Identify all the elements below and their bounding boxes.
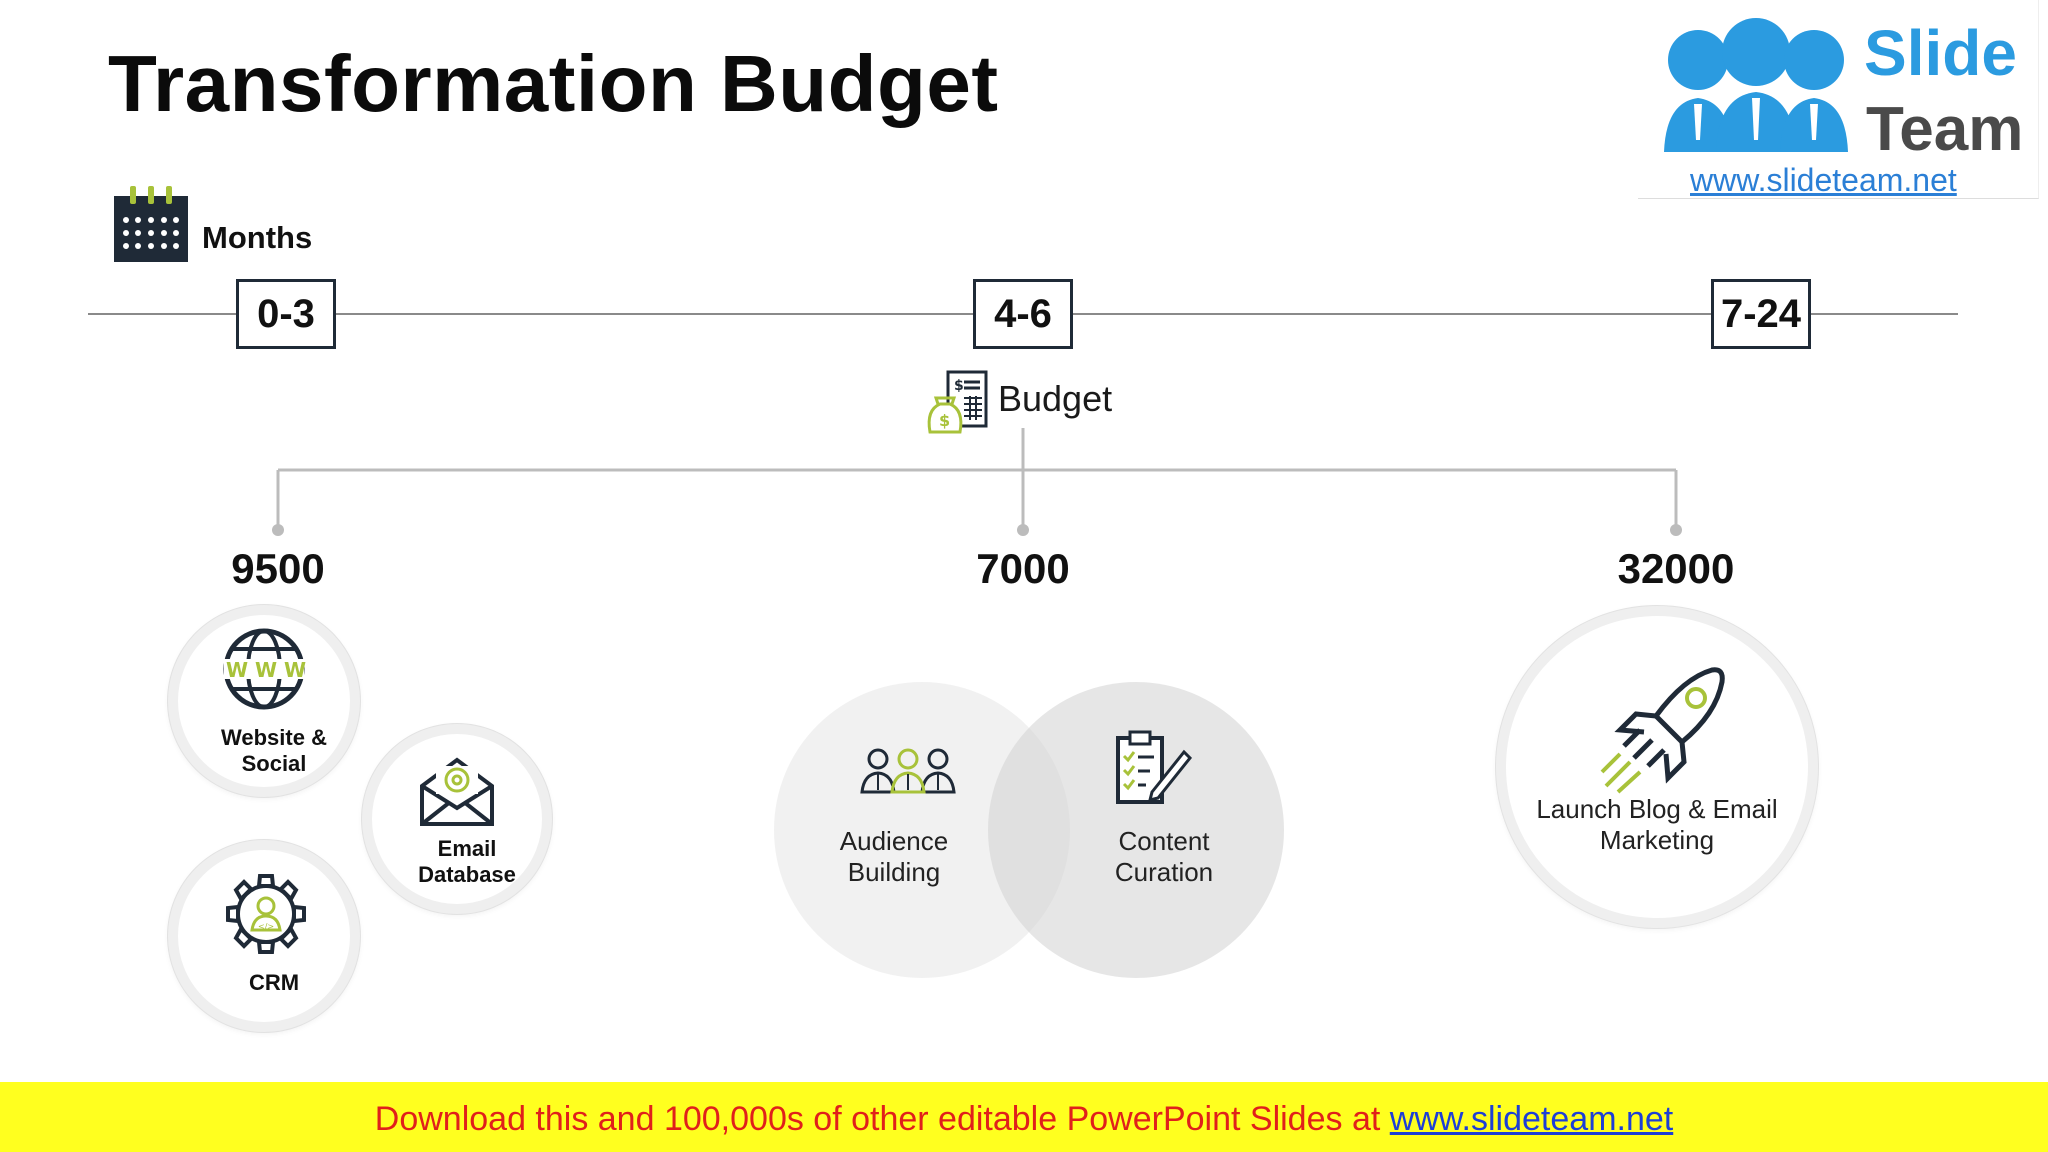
months-label: Months — [202, 220, 313, 255]
calendar-icon — [114, 186, 188, 262]
budget-document-icon: $ $ — [927, 370, 988, 434]
page-title: Transformation Budget — [108, 39, 999, 128]
footer-link[interactable]: www.slideteam.net — [1389, 1100, 1674, 1138]
logo-word-team: Team — [1866, 95, 2024, 164]
amount-phase-3: 32000 — [1617, 545, 1735, 592]
launch-blog-circle: Launch Blog & Email Marketing — [1496, 606, 1818, 928]
svg-text:</>: </> — [258, 922, 274, 931]
period-box-4-6: 4-6 — [973, 279, 1073, 349]
audience-building-label: Audience Building — [839, 826, 949, 887]
crm-gear-icon: </> — [226, 874, 306, 954]
rocket-icon — [1600, 667, 1725, 794]
period-box-0-3: 0-3 — [236, 279, 336, 349]
crm-circle: </> CRM — [168, 840, 360, 1032]
website-social-circle: W W W Website & Social — [168, 605, 360, 797]
email-database-label: Email Database — [418, 836, 516, 887]
amount-phase-2: 7000 — [976, 545, 1070, 592]
footer-text: Download this and 100,000s of other edit… — [0, 1100, 2048, 1139]
budget-label: Budget — [998, 378, 1113, 419]
clipboard-checklist-icon — [1116, 730, 1193, 804]
content-curation-label: Content Curation — [1114, 826, 1214, 887]
amount-phase-1: 9500 — [231, 545, 325, 592]
footer-message: Download this and 100,000s of other edit… — [374, 1100, 1390, 1138]
logo-word-slide: Slide — [1864, 17, 2017, 89]
svg-text:$: $ — [954, 378, 964, 394]
svg-text:$: $ — [939, 411, 950, 430]
audience-people-icon — [860, 748, 956, 794]
crm-label: CRM — [248, 970, 300, 995]
svg-text:W W W: W W W — [226, 658, 306, 682]
website-social-label: Website & Social — [221, 725, 327, 776]
period-box-7-24: 7-24 — [1711, 279, 1811, 349]
footer-banner — [0, 1082, 2048, 1152]
www-globe-icon: W W W — [223, 628, 306, 710]
email-envelope-icon — [420, 757, 494, 826]
email-database-circle: Email Database — [362, 724, 552, 914]
launch-blog-label: Launch Blog & Email Marketing — [1536, 794, 1778, 855]
slideteam-logo: Slide Team www.slideteam.net — [1638, 0, 2039, 199]
people-logo-icon — [1664, 18, 1848, 152]
logo-url[interactable]: www.slideteam.net — [1690, 162, 1957, 198]
